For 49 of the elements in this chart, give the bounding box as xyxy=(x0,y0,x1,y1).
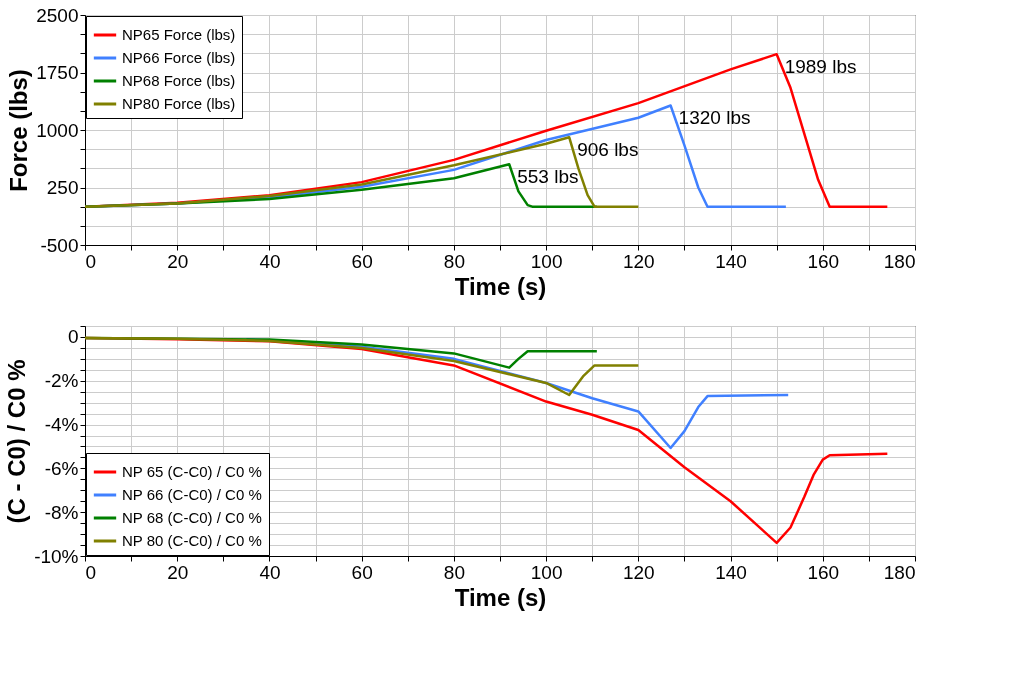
x-tick-label: 100 xyxy=(530,250,563,272)
y-axis-title: Force (lbs) xyxy=(5,69,33,192)
legend-label: NP80 Force (lbs) xyxy=(122,95,236,112)
legend-label: NP66 Force (lbs) xyxy=(122,49,236,66)
legend-label: NP68 Force (lbs) xyxy=(122,72,236,89)
legend-label: NP 68 (C-C0) / C0 % xyxy=(122,509,262,526)
x-tick-label: 120 xyxy=(622,561,655,583)
x-tick-label: 140 xyxy=(715,561,747,583)
x-axis-title: Time (s) xyxy=(454,583,547,611)
y-tick-label: -10% xyxy=(34,545,79,567)
annotation: 553 lbs xyxy=(517,166,579,188)
x-tick-label: 20 xyxy=(167,250,189,272)
x-tick-label: 100 xyxy=(530,561,563,583)
x-tick-label: 20 xyxy=(167,561,189,583)
legend-label: NP65 Force (lbs) xyxy=(122,26,236,43)
line-series xyxy=(85,135,640,208)
y-tick-label: -4% xyxy=(44,414,79,436)
x-tick-label: 120 xyxy=(622,250,655,272)
y-tick-label: 2500 xyxy=(36,4,79,26)
x-tick-label: 160 xyxy=(807,250,840,272)
line-series xyxy=(85,336,640,397)
x-tick-label: 40 xyxy=(259,250,281,272)
x-tick-label: 140 xyxy=(715,250,747,272)
x-tick-label: 60 xyxy=(351,561,373,583)
annotation: 1989 lbs xyxy=(784,56,857,78)
x-tick-label: 160 xyxy=(807,561,840,583)
legend-label: NP 66 (C-C0) / C0 % xyxy=(122,486,262,503)
x-tick-label: 0 xyxy=(85,561,97,583)
y-tick-label: -500 xyxy=(40,234,79,256)
y-tick-label: -6% xyxy=(44,457,79,479)
y-tick-label: 0 xyxy=(67,326,79,348)
y-tick-label: 1750 xyxy=(36,62,79,83)
annotation: 906 lbs xyxy=(577,139,639,161)
y-axis-title: (C - C0) / C0 % xyxy=(3,359,31,524)
y-tick-label: 250 xyxy=(46,177,79,198)
x-tick-label: 80 xyxy=(443,250,465,272)
x-tick-label: 60 xyxy=(351,250,373,272)
x-tick-label: 40 xyxy=(259,561,281,583)
y-tick-label: -8% xyxy=(44,501,79,523)
y-tick-label: 1000 xyxy=(36,119,79,141)
x-tick-label: 80 xyxy=(443,561,465,583)
legend-label: NP 80 (C-C0) / C0 % xyxy=(122,532,262,549)
y-tick-label: -2% xyxy=(44,370,79,392)
x-axis-title: Time (s) xyxy=(454,272,547,300)
annotation: 1320 lbs xyxy=(678,107,751,129)
legend-label: NP 65 (C-C0) / C0 % xyxy=(122,463,262,480)
x-tick-label: 180 xyxy=(883,250,916,272)
x-tick-label: 0 xyxy=(85,250,97,272)
x-tick-label: 180 xyxy=(883,561,916,583)
